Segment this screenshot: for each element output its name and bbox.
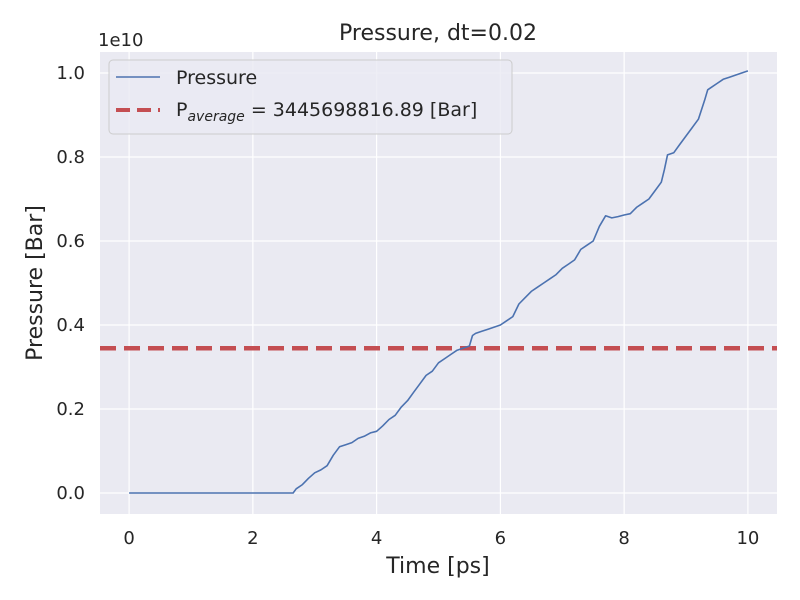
y-tick-label: 0.6 [56, 231, 85, 252]
legend-average-main: P [176, 99, 187, 121]
y-tick-label: 1.0 [56, 63, 85, 84]
legend: Pressure Paverage = 3445698816.89 [Bar] [108, 59, 513, 135]
y-tick-label: 0.4 [56, 315, 85, 336]
x-tick-label: 10 [736, 528, 759, 549]
y-tick-label: 0.8 [56, 147, 85, 168]
legend-average-subscript: average [187, 109, 244, 125]
y-axis-label: Pressure [Bar] [23, 205, 48, 361]
x-tick-label: 4 [371, 528, 382, 549]
legend-box [108, 59, 513, 135]
y-tick-label: 0.2 [56, 399, 85, 420]
chart-title: Pressure, dt=0.02 [339, 21, 537, 46]
x-tick-label: 2 [247, 528, 258, 549]
pressure-line [129, 70, 749, 494]
y-offset-label: 1e10 [98, 30, 143, 51]
x-tick-label: 8 [618, 528, 629, 549]
legend-average-label: Paverage = 3445698816.89 [Bar] [176, 99, 477, 125]
legend-average-value: = 3445698816.89 [Bar] [245, 99, 477, 121]
legend-pressure-label: Pressure [176, 67, 257, 89]
y-tick-labels: 0.0 0.2 0.4 0.6 0.8 1.0 [56, 63, 85, 504]
x-tick-labels: 0 2 4 6 8 10 [123, 528, 759, 549]
x-tick-label: 6 [495, 528, 506, 549]
x-axis-label: Time [ps] [385, 554, 489, 579]
y-tick-label: 0.0 [56, 483, 85, 504]
x-tick-label: 0 [123, 528, 134, 549]
pressure-series [129, 70, 749, 494]
